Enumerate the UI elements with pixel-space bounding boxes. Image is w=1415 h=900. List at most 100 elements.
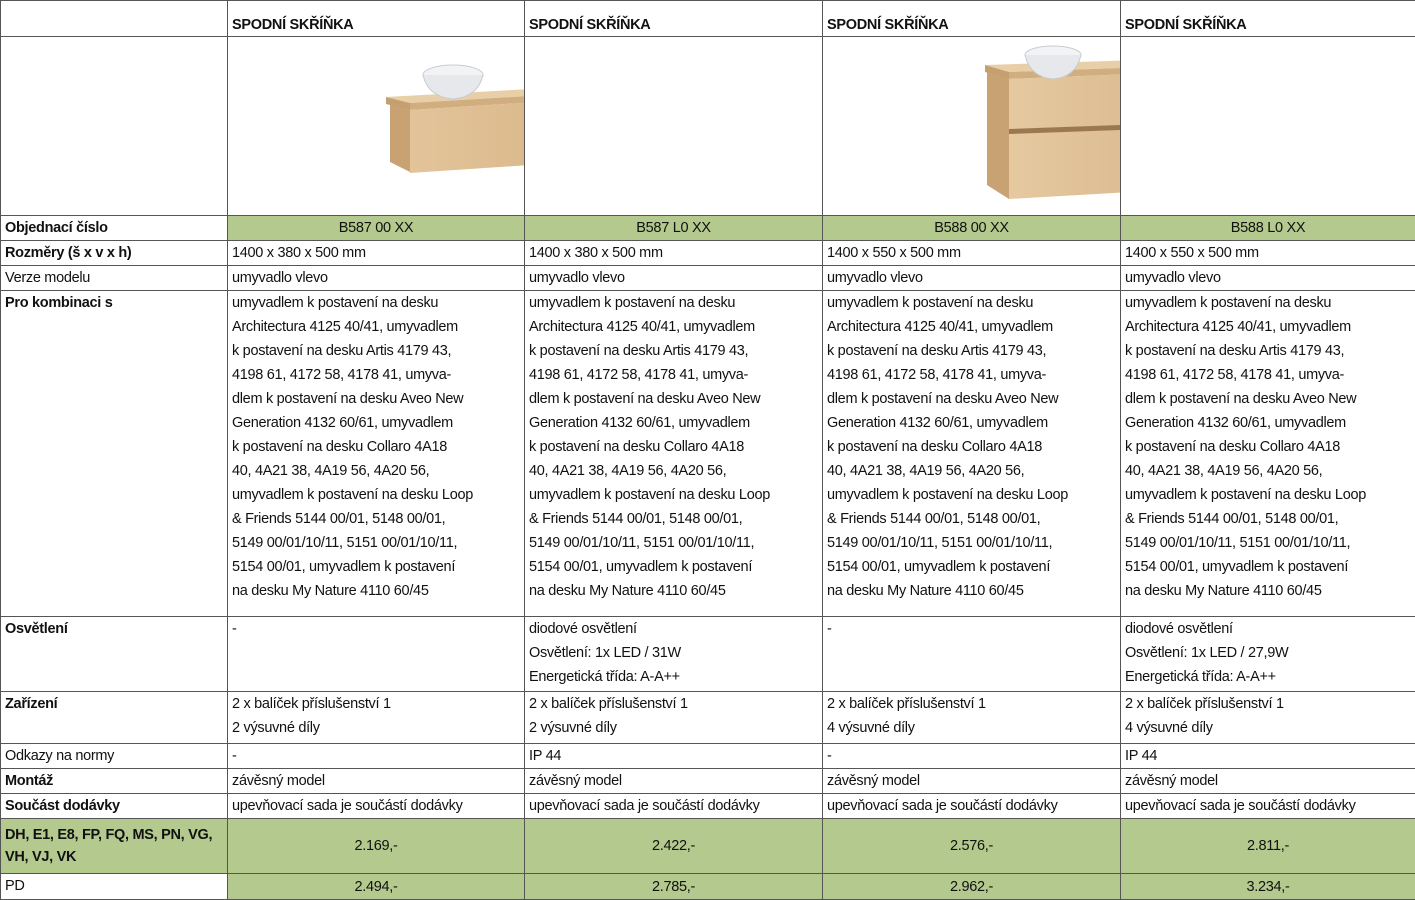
cell-line: Generation 4132 60/61, umyvadlem xyxy=(529,415,750,431)
cell-line: na desku My Nature 4110 60/45 xyxy=(827,583,1024,599)
value-cell: 2.785,- xyxy=(525,874,823,900)
image-row xyxy=(1,37,1415,216)
column-header: SPODNÍ SKŘÍŇKA xyxy=(525,1,823,37)
cell-line: IP 44 xyxy=(529,748,561,764)
value-cell: 2.169,- xyxy=(228,819,525,874)
cell-line: na desku My Nature 4110 60/45 xyxy=(1125,583,1322,599)
cell-line: Generation 4132 60/61, umyvadlem xyxy=(827,415,1048,431)
row-label: Pro kombinaci s xyxy=(1,291,228,617)
value-cell: upevňovací sada je součástí dodávky xyxy=(1121,794,1415,819)
cell-line: Energetická třída: A-A++ xyxy=(529,669,680,685)
cell-line: 2 x balíček příslušenství 1 xyxy=(232,696,391,712)
value-cell: 2.494,- xyxy=(228,874,525,900)
cell-line: k postavení na desku Collaro 4A18 xyxy=(827,439,1042,455)
cell-line: k postavení na desku Collaro 4A18 xyxy=(232,439,447,455)
value-cell: - xyxy=(228,617,525,692)
cell-line: Osvětlení: 1x LED / 27,9W xyxy=(1125,645,1288,661)
cell-line: 40, 4A21 38, 4A19 56, 4A20 56, xyxy=(232,463,429,479)
value-cell: B587 00 XX xyxy=(228,216,525,241)
row-label: Součást dodávky xyxy=(1,794,228,819)
cell-line: 4 výsuvné díly xyxy=(1125,720,1213,736)
cell-line: dlem k postavení na desku Aveo New xyxy=(1125,391,1356,407)
value-cell: 1400 x 550 x 500 mm xyxy=(823,241,1121,266)
cell-line: umyvadlem k postavení na desku Loop xyxy=(529,487,770,503)
cell-line: umyvadlem k postavení na desku xyxy=(827,295,1033,311)
cell-line: umyvadlem k postavení na desku xyxy=(529,295,735,311)
value-cell: 1400 x 550 x 500 mm xyxy=(1121,241,1415,266)
value-cell: - xyxy=(228,744,525,769)
row-label: Rozměry (š x v x h) xyxy=(1,241,228,266)
value-cell: IP 44 xyxy=(1121,744,1415,769)
cell-line: 40, 4A21 38, 4A19 56, 4A20 56, xyxy=(529,463,726,479)
value-cell: závěsný model xyxy=(1121,769,1415,794)
cell-line: 5154 00/01, umyvadlem k postavení xyxy=(232,559,455,575)
table-row: Rozměry (š x v x h)1400 x 380 x 500 mm 14… xyxy=(1,241,1415,266)
row-label: Osvětlení xyxy=(1,617,228,692)
cell-line: Generation 4132 60/61, umyvadlem xyxy=(232,415,453,431)
cell-line: upevňovací sada je součástí dodávky xyxy=(232,798,463,814)
cell-line: upevňovací sada je součástí dodávky xyxy=(827,798,1058,814)
cell-line: B588 L0 XX xyxy=(1231,220,1305,236)
cell-line: umyvadlem k postavení na desku Loop xyxy=(1125,487,1366,503)
table-row: DH, E1, E8, FP, FQ, MS, PN, VG, VH, VJ, … xyxy=(1,819,1415,874)
value-cell: - xyxy=(823,744,1121,769)
cell-line: 3.234,- xyxy=(1246,879,1289,895)
value-cell: 2.962,- xyxy=(823,874,1121,900)
table-row: Pro kombinaci s umyvadlem k postavení na … xyxy=(1,291,1415,617)
cell-line: závěsný model xyxy=(232,773,325,789)
cell-line: & Friends 5144 00/01, 5148 00/01, xyxy=(827,511,1040,527)
cell-line: 2 výsuvné díly xyxy=(232,720,320,736)
cell-line: 4198 61, 4172 58, 4178 41, umyva- xyxy=(1125,367,1344,383)
column-header: SPODNÍ SKŘÍŇKA xyxy=(1121,1,1415,37)
cell-line: & Friends 5144 00/01, 5148 00/01, xyxy=(1125,511,1338,527)
cell-line: 2 x balíček příslušenství 1 xyxy=(827,696,986,712)
cell-line: umyvadlem k postavení na desku Loop xyxy=(827,487,1068,503)
value-cell: 1400 x 380 x 500 mm xyxy=(228,241,525,266)
cell-line: 1400 x 550 x 500 mm xyxy=(827,245,961,261)
cell-line: Energetická třída: A-A++ xyxy=(1125,669,1276,685)
column-header: SPODNÍ SKŘÍŇKA xyxy=(823,1,1121,37)
cell-line: 2.169,- xyxy=(354,838,397,854)
cell-line: 2.494,- xyxy=(354,879,397,895)
value-cell: umyvadlo vlevo xyxy=(823,266,1121,291)
cell-line: dlem k postavení na desku Aveo New xyxy=(529,391,760,407)
value-cell: závěsný model xyxy=(525,769,823,794)
value-cell: B587 L0 XX xyxy=(525,216,823,241)
cell-line: závěsný model xyxy=(1125,773,1218,789)
value-cell: upevňovací sada je součástí dodávky xyxy=(228,794,525,819)
value-cell: 2.811,- xyxy=(1121,819,1415,874)
image-cell xyxy=(525,37,823,216)
cell-line: 2 výsuvné díly xyxy=(529,720,617,736)
cell-line: - xyxy=(827,748,832,764)
cell-line: 2.576,- xyxy=(950,838,993,854)
cell-line: B587 L0 XX xyxy=(636,220,710,236)
cell-line: upevňovací sada je součástí dodávky xyxy=(529,798,760,814)
value-cell: - xyxy=(823,617,1121,692)
value-cell: B588 L0 XX xyxy=(1121,216,1415,241)
cell-line: 5154 00/01, umyvadlem k postavení xyxy=(827,559,1050,575)
cell-line: k postavení na desku Artis 4179 43, xyxy=(827,343,1046,359)
cell-line: 40, 4A21 38, 4A19 56, 4A20 56, xyxy=(827,463,1024,479)
cell-line: k postavení na desku Collaro 4A18 xyxy=(1125,439,1340,455)
image-cell xyxy=(1121,37,1415,216)
cell-line: 2.962,- xyxy=(950,879,993,895)
value-cell: umyvadlo vlevo xyxy=(228,266,525,291)
cell-line: - xyxy=(232,621,237,637)
value-cell: závěsný model xyxy=(228,769,525,794)
cell-line: k postavení na desku Artis 4179 43, xyxy=(232,343,451,359)
cell-line: 5154 00/01, umyvadlem k postavení xyxy=(529,559,752,575)
row-label: Objednací číslo xyxy=(1,216,228,241)
cell-line: - xyxy=(827,621,832,637)
